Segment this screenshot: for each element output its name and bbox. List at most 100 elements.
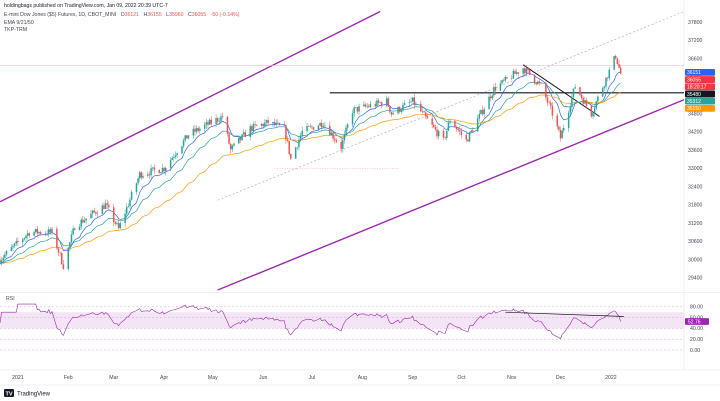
time-tick-label: Nov (507, 375, 517, 381)
candle-body (301, 130, 303, 136)
candle-body (106, 203, 108, 205)
candle (273, 118, 276, 127)
candle-body (138, 172, 141, 179)
candle-body (82, 219, 84, 223)
candle (606, 77, 609, 82)
candle-body (251, 126, 253, 132)
candle (392, 111, 394, 115)
candle (101, 203, 104, 215)
candle-body (364, 104, 367, 107)
tradingview-logo-glyph: TV (6, 392, 13, 398)
candle (377, 98, 380, 106)
candle (398, 106, 401, 114)
candle (239, 137, 242, 144)
price-axis[interactable]: 3780037200366003600035400348003420033600… (688, 20, 703, 282)
candle (208, 118, 211, 126)
candle (290, 153, 292, 161)
candle (364, 102, 367, 109)
tradingview-logo[interactable]: TV (4, 389, 14, 398)
candle-body (0, 260, 3, 264)
time-tick-label: Aug (358, 375, 367, 381)
candle-body (283, 125, 286, 126)
candle (38, 231, 40, 236)
candle (567, 110, 570, 132)
candle (592, 112, 594, 120)
candle-body (376, 100, 378, 107)
time-tick-label: Oct (457, 375, 466, 381)
candle-body (288, 140, 290, 154)
channel-midline (217, 11, 685, 201)
candle-body (324, 125, 326, 127)
candle-body (613, 56, 615, 70)
candle-body (119, 223, 121, 229)
candle-body (184, 135, 186, 141)
candles-layer[interactable] (0, 54, 622, 271)
price-tick-label: 32400 (688, 184, 703, 190)
candle (215, 114, 217, 128)
candle-body (28, 233, 30, 236)
candle-body (499, 83, 502, 91)
candle-body (411, 97, 414, 102)
time-axis[interactable]: 2021 Feb Mar Apr May Jun Jul Aug Sep Oct Nov Dec 202… (12, 375, 617, 381)
candle (119, 221, 121, 230)
candle (104, 199, 107, 210)
candle-body (488, 96, 490, 110)
candle-body (335, 140, 338, 142)
candle (130, 189, 133, 201)
candle-body (233, 143, 235, 146)
candle-body (34, 228, 37, 233)
candle (69, 241, 71, 252)
candle-body (423, 111, 425, 113)
candle-body (550, 102, 552, 106)
drawing-layer[interactable] (0, 10, 685, 291)
candle (433, 122, 435, 128)
candle (171, 156, 173, 161)
candle (161, 163, 164, 173)
candle (444, 136, 446, 140)
candle (502, 78, 505, 83)
candle (117, 219, 120, 230)
candle-body (563, 127, 565, 131)
candle-body (176, 153, 178, 156)
candle (129, 197, 131, 210)
candle (517, 71, 520, 77)
indicator-ema-label[interactable]: EMA 9/21/50 (4, 20, 34, 26)
candle (192, 125, 195, 139)
indicator-trm-label[interactable]: TKP-TRM (4, 27, 27, 33)
candle (548, 100, 550, 105)
candle-body (215, 118, 217, 124)
price-tag-bg (685, 68, 715, 76)
candle-body (129, 199, 131, 207)
candle (459, 126, 461, 136)
candle (387, 96, 390, 108)
candle (558, 125, 560, 132)
candle (241, 133, 243, 142)
candle (12, 243, 14, 252)
candle (220, 113, 222, 124)
descending-trendline (522, 64, 600, 117)
candle-body (353, 107, 355, 114)
candle (299, 132, 302, 142)
candle (342, 138, 344, 153)
candle-body (455, 127, 458, 130)
rsi-tick-label: 40.00 (690, 326, 703, 332)
candle (571, 93, 573, 112)
candle-body (390, 112, 393, 115)
candle (51, 227, 53, 236)
price-tick-label: 34800 (688, 111, 703, 117)
candle-body (556, 115, 559, 127)
candle (457, 126, 459, 133)
candle-body (424, 112, 427, 117)
candle (379, 101, 381, 104)
candle (465, 133, 468, 143)
candle (397, 105, 399, 115)
candle (420, 100, 422, 113)
candle-body (108, 204, 110, 208)
candle-body (540, 82, 542, 84)
candle (267, 116, 269, 127)
candle-body (317, 125, 320, 130)
candle-body (595, 101, 598, 109)
candle-body (403, 103, 406, 105)
